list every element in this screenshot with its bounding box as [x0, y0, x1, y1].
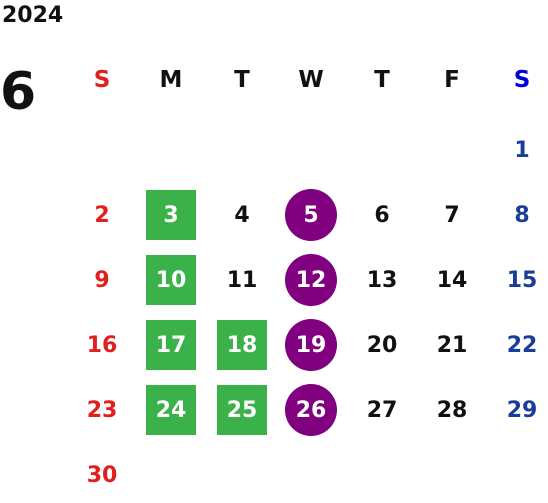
calendar-day-21[interactable]: 21 [436, 332, 468, 358]
calendar-day-8[interactable]: 8 [514, 202, 530, 228]
calendar-day-17[interactable]: 17 [146, 320, 196, 370]
calendar-day-9[interactable]: 9 [94, 267, 110, 293]
weekday-header-mon: M [159, 67, 183, 93]
calendar-day-20[interactable]: 20 [366, 332, 398, 358]
calendar-day-12[interactable]: 12 [285, 254, 337, 306]
weekday-header-sat: S [513, 67, 531, 93]
calendar-day-27[interactable]: 27 [366, 397, 398, 423]
calendar-day-15[interactable]: 15 [506, 267, 538, 293]
calendar-day-29[interactable]: 29 [506, 397, 538, 423]
calendar-day-5[interactable]: 5 [285, 189, 337, 241]
weekday-header-tue: T [234, 67, 250, 93]
calendar-day-1[interactable]: 1 [514, 137, 530, 163]
year-label: 2024 [2, 3, 64, 28]
weekday-header-fri: F [444, 67, 460, 93]
calendar-day-3[interactable]: 3 [146, 190, 196, 240]
calendar-day-6[interactable]: 6 [374, 202, 390, 228]
weekday-header-sun: S [93, 67, 111, 93]
calendar-day-11[interactable]: 11 [226, 267, 258, 293]
calendar-day-7[interactable]: 7 [444, 202, 460, 228]
calendar-day-19[interactable]: 19 [285, 319, 337, 371]
month-label: 6 [0, 62, 37, 122]
calendar-day-22[interactable]: 22 [506, 332, 538, 358]
weekday-header-wed: W [298, 67, 324, 93]
calendar-day-4[interactable]: 4 [234, 202, 250, 228]
calendar-day-26[interactable]: 26 [285, 384, 337, 436]
calendar-day-18[interactable]: 18 [217, 320, 267, 370]
calendar-day-2[interactable]: 2 [94, 202, 110, 228]
weekday-header-thu: T [374, 67, 390, 93]
calendar-day-13[interactable]: 13 [366, 267, 398, 293]
calendar-day-24[interactable]: 24 [146, 385, 196, 435]
calendar-day-10[interactable]: 10 [146, 255, 196, 305]
calendar-day-23[interactable]: 23 [86, 397, 118, 423]
calendar-day-16[interactable]: 16 [86, 332, 118, 358]
calendar-day-14[interactable]: 14 [436, 267, 468, 293]
calendar-day-30[interactable]: 30 [86, 462, 118, 488]
calendar-day-25[interactable]: 25 [217, 385, 267, 435]
calendar-day-28[interactable]: 28 [436, 397, 468, 423]
